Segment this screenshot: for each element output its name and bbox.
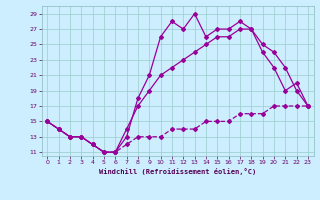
X-axis label: Windchill (Refroidissement éolien,°C): Windchill (Refroidissement éolien,°C) — [99, 168, 256, 175]
